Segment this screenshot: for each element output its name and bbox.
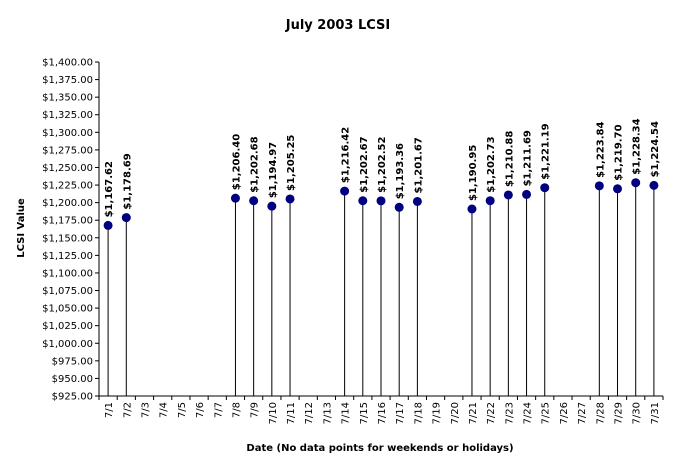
y-tick-label: $1,350.00: [42, 93, 93, 104]
data-point: [267, 201, 277, 211]
x-tick-label: 7/7: [213, 402, 224, 418]
x-tick-label: 7/3: [140, 402, 151, 418]
data-label: $1,202.68: [250, 136, 261, 192]
data-label: $1,190.95: [468, 145, 479, 201]
y-tick-label: $1,100.00: [42, 268, 93, 279]
x-tick-label: 7/15: [359, 402, 370, 424]
x-tick-label: 7/4: [159, 402, 170, 418]
data-label: $1,224.54: [650, 121, 661, 177]
y-ticks: $925.00 $950.00 $975.00 $1,000.00 $1,025.00 $…: [42, 58, 99, 403]
data-label: $1,201.67: [413, 137, 424, 193]
data-label: $1,223.84: [595, 122, 606, 178]
data-label: $1,205.25: [286, 135, 297, 191]
data-point: [103, 220, 113, 230]
x-tick-label: 7/13: [322, 402, 333, 424]
data-point: [594, 181, 604, 191]
y-tick-label: $1,250.00: [42, 163, 93, 174]
data-point: [540, 183, 550, 193]
data-label: $1,216.42: [341, 127, 352, 183]
y-axis-title: LCSI Value: [16, 198, 27, 258]
data-label: $1,178.69: [122, 153, 133, 209]
x-tick-label: 7/27: [577, 402, 588, 424]
x-tick-label: 7/11: [286, 402, 297, 424]
x-tick-label: 7/26: [559, 402, 570, 424]
data-point: [412, 196, 422, 206]
x-tick-label: 7/9: [250, 402, 261, 418]
data-point: [649, 180, 659, 190]
x-tick-label: 7/22: [486, 402, 497, 424]
x-tick-label: 7/14: [341, 402, 352, 424]
data-point: [285, 194, 295, 204]
data-point: [613, 184, 623, 194]
y-tick-label: $1,000.00: [42, 339, 93, 350]
data-label: $1,202.73: [486, 136, 497, 192]
x-tick-label: 7/2: [122, 402, 133, 418]
data-label: $1,167.62: [104, 161, 115, 217]
data-label: $1,193.36: [395, 143, 406, 199]
x-tick-label: 7/8: [231, 402, 242, 418]
x-tick-label: 7/6: [195, 402, 206, 418]
y-tick-label: $1,400.00: [42, 58, 93, 69]
y-tick-label: $925.00: [52, 392, 93, 403]
data-point: [394, 202, 404, 212]
y-tick-label: $975.00: [52, 356, 93, 367]
data-point: [503, 190, 513, 200]
y-tick-label: $1,075.00: [42, 286, 93, 297]
x-tick-label: 7/29: [614, 402, 625, 424]
series: $1,167.62 $1,178.69 $1,206.40 $1,202.68 $1,1…: [103, 118, 661, 396]
y-tick-label: $950.00: [52, 374, 93, 385]
x-tick-label: 7/31: [650, 402, 661, 424]
data-point: [340, 186, 350, 196]
x-tick-label: 7/17: [395, 402, 406, 424]
chart-title: July 2003 LCSI: [285, 18, 391, 33]
data-label: $1,202.67: [359, 136, 370, 192]
data-label: $1,202.52: [377, 137, 388, 193]
y-tick-label: $1,225.00: [42, 181, 93, 192]
x-tick-label: 7/16: [377, 402, 388, 424]
data-label: $1,194.97: [268, 142, 279, 198]
data-point: [358, 196, 368, 206]
data-label: $1,211.69: [523, 130, 534, 186]
x-tick-label: 7/23: [504, 402, 515, 424]
data-point: [249, 196, 259, 206]
y-tick-label: $1,375.00: [42, 75, 93, 86]
x-tick-label: 7/10: [268, 402, 279, 424]
y-tick-label: $1,200.00: [42, 198, 93, 209]
x-tick-label: 7/12: [304, 402, 315, 424]
x-tick-label: 7/28: [595, 402, 606, 424]
x-tick-label: 7/18: [413, 402, 424, 424]
data-label: $1,206.40: [231, 134, 242, 190]
x-tick-label: 7/25: [541, 402, 552, 424]
x-tick-label: 7/1: [104, 402, 115, 418]
y-tick-label: $1,050.00: [42, 304, 93, 315]
y-tick-label: $1,300.00: [42, 128, 93, 139]
x-tick-label: 7/20: [450, 402, 461, 424]
x-tick-label: 7/21: [468, 402, 479, 424]
data-point: [467, 204, 477, 214]
x-tick-label: 7/5: [177, 402, 188, 418]
data-point: [376, 196, 386, 206]
y-tick-label: $1,025.00: [42, 321, 93, 332]
data-label: $1,221.19: [541, 123, 552, 179]
data-point: [522, 189, 532, 199]
x-tick-label: 7/24: [523, 402, 534, 424]
x-axis-title: Date (No data points for weekends or hol…: [246, 443, 513, 454]
y-tick-label: $1,125.00: [42, 251, 93, 262]
data-point: [230, 193, 240, 203]
y-tick-label: $1,325.00: [42, 110, 93, 121]
data-point: [121, 213, 131, 223]
y-tick-label: $1,275.00: [42, 145, 93, 156]
x-tick-label: 7/30: [632, 402, 643, 424]
data-label: $1,228.34: [632, 118, 643, 174]
x-tick-label: 7/19: [432, 402, 443, 424]
y-tick-label: $1,150.00: [42, 233, 93, 244]
data-label: $1,210.88: [504, 131, 515, 187]
y-tick-label: $1,175.00: [42, 216, 93, 227]
data-point: [631, 178, 641, 188]
x-ticks: 7/1 7/2 7/3 7/4 7/5 7/6 7/7 7/8 7/9 7/10 7/11 7/12 7…: [98, 396, 664, 424]
data-point: [485, 196, 495, 206]
data-label: $1,219.70: [614, 124, 625, 180]
